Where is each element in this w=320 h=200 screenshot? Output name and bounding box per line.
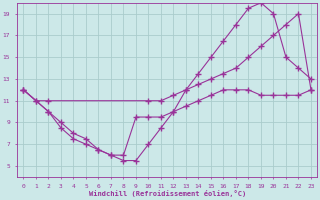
X-axis label: Windchill (Refroidissement éolien,°C): Windchill (Refroidissement éolien,°C) bbox=[89, 190, 246, 197]
